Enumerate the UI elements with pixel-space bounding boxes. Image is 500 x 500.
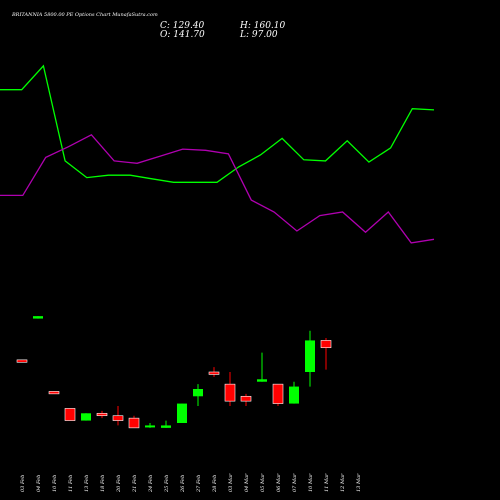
x-tick-label: 26 Feb xyxy=(180,475,186,493)
candle-body xyxy=(320,340,332,349)
candle-body xyxy=(177,403,187,423)
x-tick-label: 24 Feb xyxy=(148,475,154,493)
candle-body xyxy=(161,425,171,428)
close-value: C: 129.40 xyxy=(160,21,205,31)
candle xyxy=(193,384,203,406)
x-tick-label: 03 Mar xyxy=(228,473,234,492)
candle-body xyxy=(289,386,299,404)
x-tick-label: 06 Mar xyxy=(276,473,282,492)
candle xyxy=(16,359,28,363)
candle xyxy=(81,413,91,421)
candle xyxy=(64,408,76,421)
x-tick-label: 20 Feb xyxy=(116,475,122,493)
candle xyxy=(240,393,252,406)
x-tick-label: 12 Mar xyxy=(340,473,346,492)
green-line xyxy=(0,64,435,183)
candle-body xyxy=(208,371,220,375)
candle xyxy=(112,406,124,426)
candle xyxy=(96,410,108,419)
candlesticks xyxy=(16,316,332,429)
low-value: L: 97.00 xyxy=(239,30,278,40)
candle xyxy=(320,338,332,370)
candle xyxy=(48,391,60,395)
candle xyxy=(161,420,171,428)
chart-title: BRITANNIA 5800.00 PE Options Chart Munaf… xyxy=(11,12,158,18)
candle-body xyxy=(33,316,43,319)
candle-body xyxy=(48,391,60,395)
x-tick-label: 18 Feb xyxy=(100,475,106,492)
x-tick-label: 21 Feb xyxy=(132,475,138,493)
indicator-lines xyxy=(0,64,435,244)
x-tick-label: 11 Mar xyxy=(324,473,330,492)
candle xyxy=(224,372,236,406)
candle xyxy=(272,383,284,406)
open-value: O: 141.70 xyxy=(160,30,205,40)
x-tick-label: 27 Feb xyxy=(196,475,202,493)
candle-body xyxy=(64,408,76,421)
x-tick-label: 25 Feb xyxy=(164,475,170,493)
x-tick-label: 05 Mar xyxy=(260,473,266,492)
x-tick-label: 11 Feb xyxy=(68,475,74,492)
x-tick-label: 04 Mar xyxy=(244,473,250,492)
candle-body xyxy=(224,383,236,402)
x-tick-label: 13 Feb xyxy=(84,475,90,492)
candle xyxy=(208,367,220,377)
x-axis-labels: 03 Feb 04 Feb 10 Feb 11 Feb 13 Feb 18 Feb 20 F… xyxy=(20,473,362,493)
candle-body xyxy=(145,425,155,428)
candle xyxy=(33,316,43,319)
x-tick-label: 03 Feb xyxy=(20,475,26,492)
candle xyxy=(257,352,267,382)
candle xyxy=(145,423,155,428)
x-tick-label: 28 Feb xyxy=(212,475,218,493)
candle-body xyxy=(305,340,315,372)
magenta-line xyxy=(0,133,435,244)
candle xyxy=(128,415,140,429)
x-tick-label: 10 Feb xyxy=(52,475,58,492)
candle xyxy=(177,403,187,423)
candle-body xyxy=(272,383,284,404)
candle xyxy=(289,381,299,404)
x-tick-label: 04 Feb xyxy=(36,475,42,492)
candle xyxy=(305,330,315,387)
candle-body xyxy=(257,379,267,382)
candle-body xyxy=(193,389,203,397)
x-tick-label: 13 Mar xyxy=(356,473,362,492)
candle-body xyxy=(128,417,140,429)
x-tick-label: 10 Mar xyxy=(308,473,314,492)
candle-body xyxy=(112,415,124,421)
candle-body xyxy=(81,413,91,421)
candle-body xyxy=(16,359,28,363)
x-tick-label: 07 Mar xyxy=(292,473,298,492)
high-value: H: 160.10 xyxy=(239,21,286,31)
candle-body xyxy=(240,395,252,402)
candle-body xyxy=(96,412,108,417)
